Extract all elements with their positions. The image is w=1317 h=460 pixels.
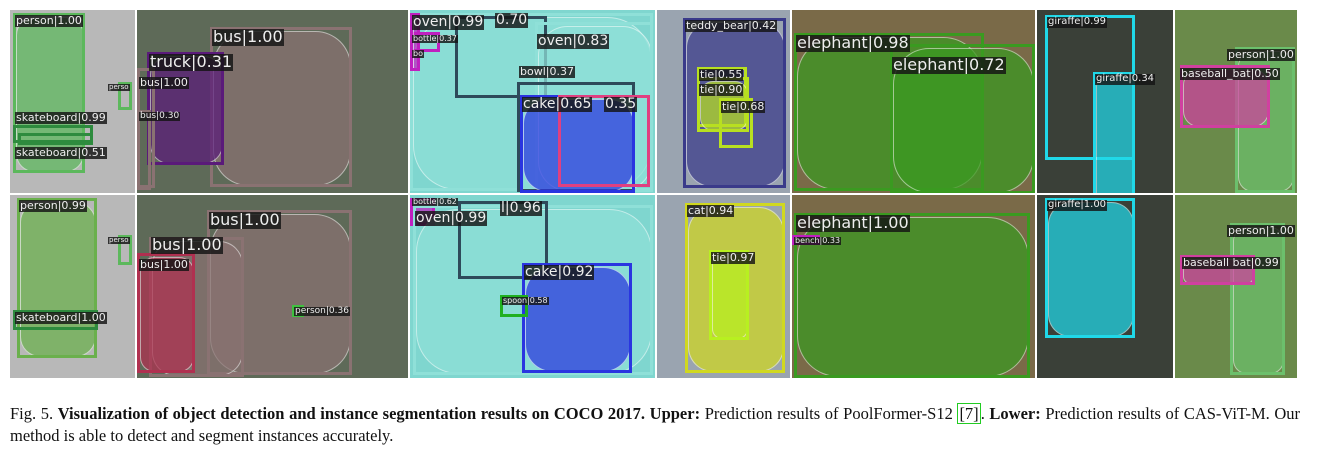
detection-label: baseball bat|0.99 [1182, 256, 1280, 269]
detection-label: oven|0.83 [537, 33, 610, 49]
detection-label: baseball_bat|0.50 [1180, 67, 1280, 80]
panel-upper-6: giraffe|0.99 giraffe|0.34 [1037, 10, 1173, 193]
segmentation-mask [20, 202, 96, 357]
panel-lower-5: elephant|1.00 bench|0.33 [792, 195, 1035, 378]
citation-link[interactable]: [7] [957, 403, 981, 424]
panel-upper-4: teddy_bear|0.42 tie|0.55 tie|0.90 tie|0.68 [657, 10, 790, 193]
bounding-box [683, 18, 786, 188]
segmentation-mask [1233, 227, 1284, 374]
detection-label: 0.35 [604, 96, 638, 112]
upper-end: . [980, 404, 985, 423]
bounding-box [719, 98, 753, 148]
panel-lower-1: person|0.99 skateboard|1.00 perso [10, 195, 135, 378]
detection-label: elephant|1.00 [796, 213, 910, 232]
bounding-box [210, 27, 352, 187]
detection-label: person|1.00 [1227, 48, 1295, 61]
detection-label: teddy_bear|0.42 [685, 19, 778, 32]
detection-label: cake|0.65 [522, 96, 593, 112]
bounding-box [118, 235, 132, 265]
detection-label: 0.70 [495, 12, 529, 28]
bounding-box [18, 133, 93, 145]
detection-label: perso [108, 236, 130, 245]
detection-label: cake|0.92 [524, 264, 595, 280]
detection-label: giraffe|0.99 [1047, 16, 1108, 28]
bounding-box [558, 95, 650, 187]
bounding-box [709, 250, 749, 340]
segmentation-mask [16, 17, 84, 172]
segmentation-mask [150, 56, 223, 164]
bounding-box [500, 295, 528, 317]
detection-label: giraffe|1.00 [1047, 199, 1108, 211]
bounding-box [118, 82, 132, 110]
detection-label: bottle|0.37 [412, 34, 458, 44]
caption-title: Visualization of object detection and in… [57, 404, 646, 423]
detection-label: tie|0.90 [699, 83, 744, 96]
bounding-box [685, 203, 785, 373]
bounding-box [147, 52, 224, 165]
detection-label: person|1.00 [1227, 224, 1295, 237]
detection-label: tie|0.55 [699, 68, 744, 81]
detection-label: tie|0.68 [721, 100, 766, 113]
detection-label: skateboard|1.00 [15, 311, 107, 324]
detection-label: skateboard|0.99 [15, 111, 107, 124]
bounding-box [17, 198, 97, 358]
bounding-box [13, 13, 85, 173]
detection-label: bowl|0.37 [519, 65, 575, 78]
bounding-box [1045, 198, 1135, 338]
detection-label: bottle|0.62 [412, 197, 458, 207]
detection-label: person|0.36 [294, 306, 350, 317]
detection-label: bus|1.00 [139, 258, 189, 271]
figure-label: Fig. 5. [10, 404, 54, 423]
detection-label: oven|0.99 [415, 210, 488, 226]
detection-label: truck|0.31 [149, 52, 234, 71]
bounding-box [137, 253, 195, 373]
detection-label: perso [108, 83, 130, 92]
upper-text: Prediction results of PoolFormer-S12 [704, 404, 953, 423]
detection-label: bo [412, 49, 424, 59]
detection-label: tie|0.97 [711, 251, 756, 264]
panel-lower-3: bottle|0.62 oven|0.99 l|0.96 cake|0.92 spoon… [410, 195, 655, 378]
panel-lower-4: cat|0.94 tie|0.97 [657, 195, 790, 378]
detection-label: cat|0.94 [687, 204, 735, 217]
lower-text: Prediction results of CAS-ViT-M. Our met… [10, 404, 1301, 445]
detection-label: person|1.00 [15, 14, 83, 27]
panel-upper-5: elephant|0.98 elephant|0.72 [792, 10, 1035, 193]
detection-label: giraffe|0.34 [1095, 73, 1156, 85]
detection-label: bus|1.00 [151, 235, 223, 254]
panel-upper-3: oven|0.99 0.70 oven|0.83 bowl|0.37 cake|0.65… [410, 10, 655, 193]
detection-label: elephant|0.98 [796, 33, 910, 52]
figure-caption: Fig. 5. Visualization of object detectio… [10, 403, 1300, 447]
panel-upper-7: person|1.00 baseball_bat|0.50 [1175, 10, 1297, 193]
bounding-box [1093, 72, 1135, 193]
lower-label: Lower: [989, 404, 1041, 423]
segmentation-mask [1096, 76, 1134, 193]
panel-lower-7: person|1.00 baseball bat|0.99 [1175, 195, 1297, 378]
detection-label: elephant|0.72 [892, 55, 1006, 74]
detection-label: spoon|0.58 [502, 296, 549, 306]
bounding-box [1180, 65, 1270, 128]
bounding-box [890, 44, 1035, 193]
detection-label: bus|0.30 [139, 111, 181, 122]
detection-label: l|0.96 [500, 200, 542, 216]
bounding-box [1230, 223, 1285, 375]
segmentation-mask [523, 99, 634, 192]
bounding-box [794, 213, 1030, 378]
detection-label: bus|1.00 [212, 27, 284, 46]
panel-upper-2: bus|1.00 truck|0.31 bus|1.00 bus|0.30 [137, 10, 408, 193]
upper-label: Upper: [649, 404, 701, 423]
bounding-box [1180, 255, 1255, 285]
detection-label: person|0.99 [19, 199, 87, 212]
panel-lower-6: giraffe|1.00 [1037, 195, 1173, 378]
detection-label: oven|0.99 [412, 14, 485, 30]
detection-label: bus|1.00 [139, 76, 189, 89]
panel-upper-1: person|1.00 skateboard|0.99 skateboard|0.5… [10, 10, 135, 193]
detection-label: bus|1.00 [209, 210, 281, 229]
bounding-box [137, 110, 151, 190]
bounding-box [522, 263, 632, 373]
detection-label: skateboard|0.51 [15, 146, 107, 159]
panel-lower-2: bus|1.00 bus|1.00 bus|1.00 person|0.36 [137, 195, 408, 378]
detection-label: bench|0.33 [794, 236, 842, 246]
